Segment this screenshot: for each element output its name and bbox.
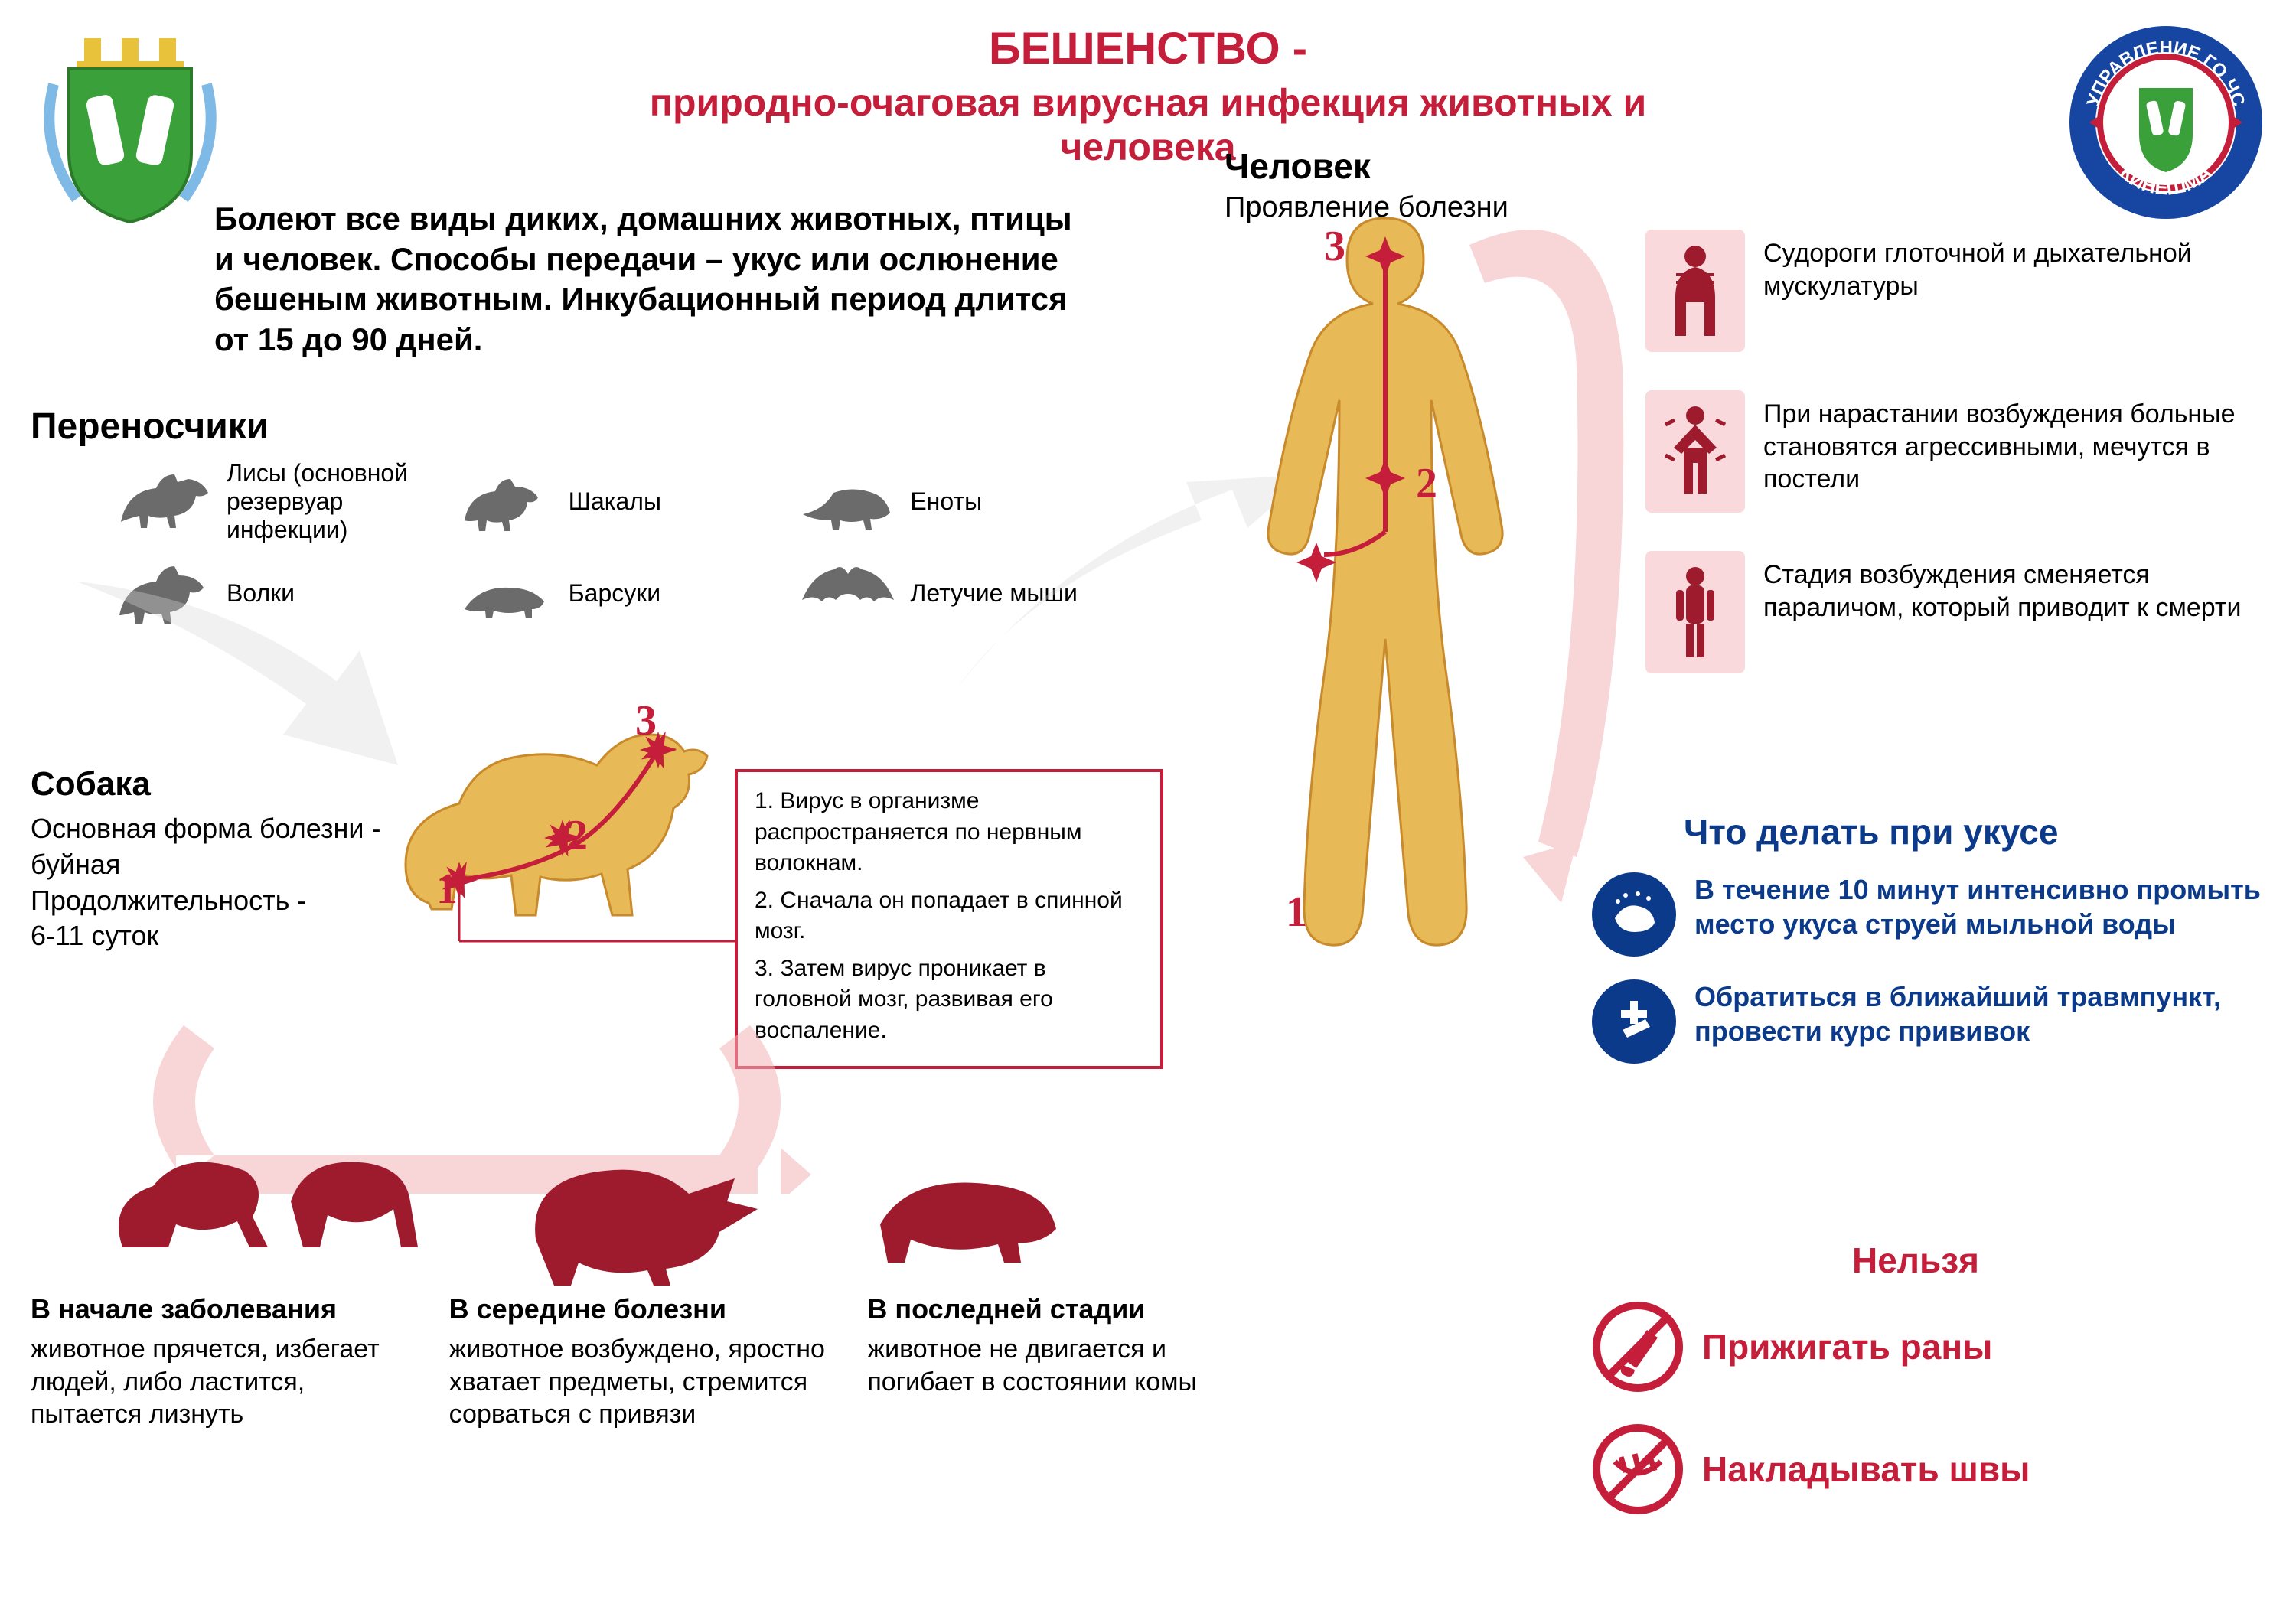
human-heading: Человек: [1225, 145, 1371, 187]
stage-text: животное возбуждено, яростно хватает пре…: [449, 1333, 837, 1431]
symptom-item: Судороги глоточной и дыхательной мускула…: [1645, 230, 2258, 352]
human-marker-3: 3: [1324, 222, 1345, 271]
dog-section: Собака Основная форма болезни - буйная П…: [31, 765, 398, 954]
no-cauterize-icon: [1592, 1301, 1684, 1393]
symptom-item: При нарастании возбуждения больные стано…: [1645, 390, 2258, 513]
carriers-heading: Переносчики: [31, 406, 269, 448]
title-sub: природно-очаговая вирусная инфекция живо…: [574, 80, 1722, 169]
dog-line: Продолжительность -: [31, 885, 306, 916]
bite-text: В течение 10 минут интенсивно промыть ме…: [1694, 872, 2265, 941]
virus-step: 2. Сначала он попадает в спинной мозг.: [755, 885, 1143, 947]
carrier-label: Лисы (основной резервуар инфекции): [227, 459, 426, 543]
virus-steps-box: 1. Вирус в организме распространяется по…: [735, 769, 1163, 1069]
coat-of-arms-logo: [31, 23, 230, 237]
stage-title: В начале заболевания: [31, 1293, 419, 1325]
prohibited-item: Прижигать раны: [1592, 1301, 2265, 1393]
stage-1: В начале заболевания животное прячется, …: [31, 1293, 419, 1431]
dog-stages-illustration: [77, 1110, 1225, 1286]
dog-stages: В начале заболевания животное прячется, …: [31, 1293, 1255, 1431]
stage-text: животное прячется, избегает людей, либо …: [31, 1333, 419, 1431]
dog-diagram: [367, 689, 735, 979]
paralysis-icon: [1645, 551, 1745, 673]
wash-hands-icon: [1592, 872, 1676, 957]
dog-heading: Собака: [31, 765, 398, 803]
stage-2: В середине болезни животное возбуждено, …: [449, 1293, 837, 1431]
dog-marker-2: 2: [566, 811, 588, 860]
dog-line: Основная форма болезни -: [31, 813, 380, 844]
stage-3: В последней стадии животное не двигается…: [867, 1293, 1255, 1431]
bite-actions: В течение 10 минут интенсивно промыть ме…: [1592, 872, 2265, 1087]
dog-text: Основная форма болезни - буйная Продолжи…: [31, 811, 398, 954]
prohibited-list: Прижигать раны Накладывать швы: [1592, 1301, 2265, 1546]
dog-line: 6-11 суток: [31, 920, 158, 951]
agitation-icon: [1645, 390, 1745, 513]
carrier-jackal: Шакалы: [457, 459, 768, 543]
badger-icon: [457, 559, 556, 627]
dog-line: буйная: [31, 849, 120, 880]
carrier-badger: Барсуки: [457, 559, 768, 627]
human-marker-2: 2: [1416, 459, 1437, 508]
prohibited-heading: Нельзя: [1852, 1240, 1979, 1281]
bite-text: Обратиться в ближайший травмпункт, прове…: [1694, 979, 2265, 1048]
carrier-label: Барсуки: [569, 579, 660, 608]
medical-help-icon: [1592, 979, 1676, 1064]
throat-spasm-icon: [1645, 230, 1745, 352]
bat-icon: [798, 559, 898, 627]
stage-text: животное не двигается и погибает в состо…: [867, 1333, 1255, 1398]
flow-arrow-icon: [77, 582, 398, 773]
bite-item: Обратиться в ближайший травмпункт, прове…: [1592, 979, 2265, 1064]
symptom-text: Судороги глоточной и дыхательной мускула…: [1763, 230, 2258, 302]
symptom-text: Стадия возбуждения сменяется параличом, …: [1763, 551, 2258, 624]
prohibited-text: Накладывать швы: [1702, 1449, 2030, 1490]
raccoon-icon: [798, 467, 898, 536]
dog-marker-1: 1: [436, 865, 458, 914]
human-marker-1: 1: [1286, 888, 1307, 937]
bite-heading: Что делать при укусе: [1684, 811, 2058, 852]
carrier-label: Шакалы: [569, 487, 661, 516]
symptom-item: Стадия возбуждения сменяется параличом, …: [1645, 551, 2258, 673]
symptom-list: Судороги глоточной и дыхательной мускула…: [1645, 230, 2258, 712]
virus-step: 1. Вирус в организме распространяется по…: [755, 786, 1143, 879]
intro-text: Болеют все виды диких, домашних животных…: [214, 199, 1094, 360]
dog-marker-3: 3: [635, 696, 657, 745]
bite-item: В течение 10 минут интенсивно промыть ме…: [1592, 872, 2265, 957]
emergency-management-logo: УПРАВЛЕНИЕ ГО ЧС КИНЕШМА: [2066, 23, 2265, 222]
page-title: БЕШЕНСТВО - природно-очаговая вирусная и…: [574, 23, 1722, 169]
jackal-icon: [457, 467, 556, 536]
no-stitches-icon: [1592, 1423, 1684, 1515]
fox-icon: [115, 467, 214, 536]
carrier-fox: Лисы (основной резервуар инфекции): [115, 459, 426, 543]
prohibited-item: Накладывать швы: [1592, 1423, 2265, 1515]
stage-title: В середине болезни: [449, 1293, 837, 1325]
human-diagram: [1202, 203, 1569, 1022]
prohibited-text: Прижигать раны: [1702, 1326, 1992, 1367]
symptom-text: При нарастании возбуждения больные стано…: [1763, 390, 2258, 496]
stage-title: В последней стадии: [867, 1293, 1255, 1325]
virus-step: 3. Затем вирус проникает в головной мозг…: [755, 953, 1143, 1047]
title-main: БЕШЕНСТВО -: [574, 23, 1722, 74]
